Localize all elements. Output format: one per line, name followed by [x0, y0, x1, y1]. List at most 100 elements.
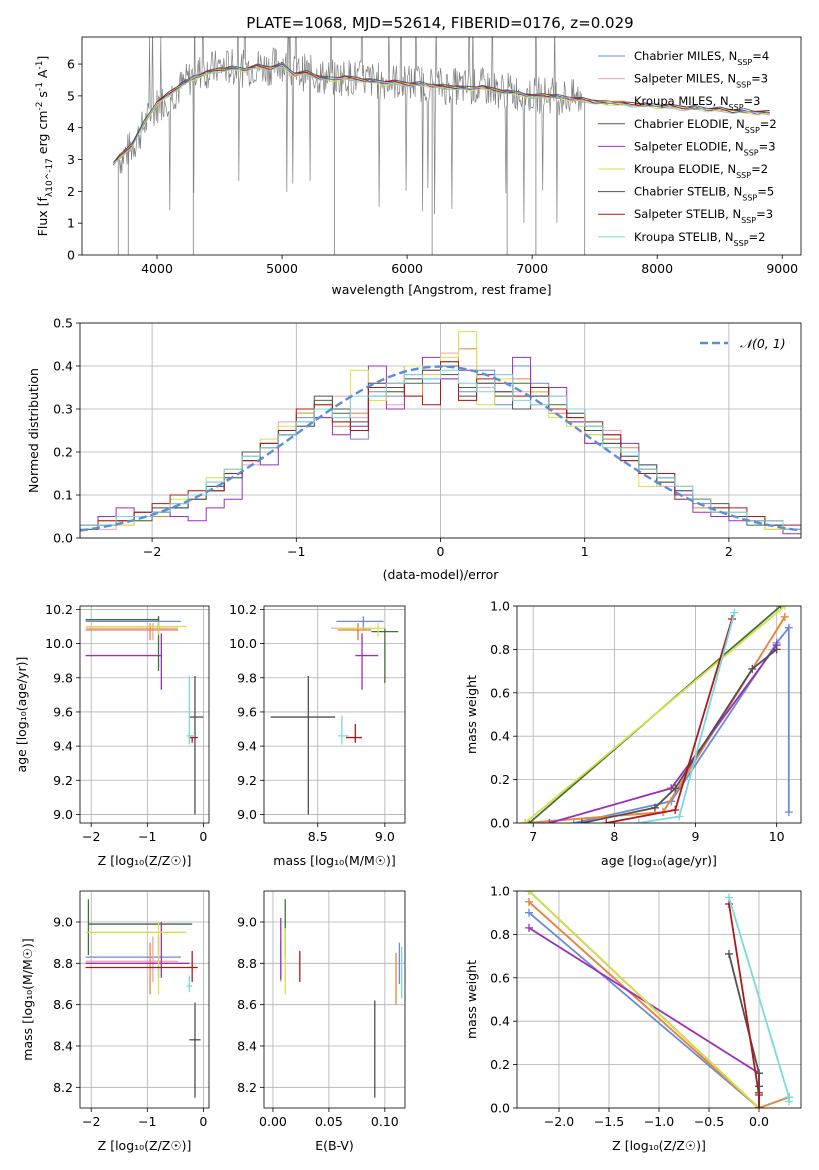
- error-bar-point: [371, 628, 399, 683]
- y-tick-label: 9.8: [53, 670, 73, 685]
- mass-weight-marker: [602, 819, 611, 823]
- legend-entry: Kroupa MILES, NSSP=3: [634, 94, 760, 112]
- x-tick-label: 0: [437, 544, 445, 559]
- y-tick-label: 9.0: [53, 915, 73, 930]
- error-bar-point: [85, 950, 198, 982]
- mass-weight-line: [528, 891, 760, 1108]
- x-tick-label: −1: [287, 544, 305, 559]
- y-tick-label: 8.8: [53, 956, 73, 971]
- y-tick-label: 1.0: [490, 599, 510, 614]
- error-bar-point: [337, 623, 385, 637]
- y-tick-label: 8.4: [53, 1039, 73, 1054]
- y-tick-label: 0.2: [490, 1057, 510, 1072]
- error-bar-point: [85, 922, 190, 978]
- legend-entry: 𝒩(0, 1): [740, 336, 786, 351]
- y-tick-label: 9.6: [237, 704, 257, 719]
- mass-weight-line: [528, 901, 790, 1108]
- mass-weight-marker: [525, 897, 533, 906]
- legend-entry: Kroupa ELODIE, NSSP=2: [634, 162, 768, 180]
- x-tick-label: −2: [82, 829, 100, 844]
- mass-weight-marker: [785, 1097, 793, 1106]
- y-tick-label: 10.2: [229, 602, 257, 617]
- plot-area: [525, 891, 793, 1108]
- y-tick-label: 0.8: [490, 642, 510, 657]
- mass-weight-marker: [755, 1090, 763, 1099]
- y-axis-label: Flux [fλ10^-17 erg cm-2 s-1 A-1]: [35, 56, 55, 237]
- mass-weight-marker: [748, 664, 757, 673]
- error-bar-point: [186, 676, 195, 745]
- plot-area: [85, 899, 201, 1098]
- y-tick-label: 9.0: [237, 807, 257, 822]
- x-tick-label: −1: [138, 829, 156, 844]
- x-tick-label: 4000: [141, 261, 173, 276]
- error-bar-point: [85, 623, 179, 641]
- x-tick-label: 8.5: [308, 829, 328, 844]
- mass-weight-marker: [675, 812, 684, 821]
- y-tick-label: 0.1: [53, 488, 73, 503]
- model-spectrum-line: [113, 64, 770, 164]
- x-axis-label: Z [log₁₀(Z/Z☉)]: [612, 1138, 706, 1153]
- y-tick-label: 8.4: [237, 1039, 257, 1054]
- x-tick-label: 0: [199, 1114, 207, 1129]
- x-tick-label: 7000: [516, 261, 548, 276]
- x-tick-label: 7: [529, 829, 537, 844]
- y-tick-label: 3: [67, 152, 75, 167]
- x-tick-label: −0.5: [694, 1114, 724, 1129]
- residual-histogram: [80, 369, 801, 538]
- mass-weight-line: [524, 606, 786, 823]
- y-tick-label: 0.6: [490, 685, 510, 700]
- mass-weight-marker: [755, 1104, 763, 1108]
- y-tick-label: 9.8: [237, 670, 257, 685]
- x-tick-label: 9.0: [375, 829, 395, 844]
- y-tick-label: 0.5: [53, 316, 73, 331]
- mass-weight-line: [549, 644, 778, 823]
- legend-entry: Salpeter STELIB, NSSP=3: [634, 207, 773, 225]
- y-tick-label: 8.6: [53, 997, 73, 1012]
- legend-entry: Salpeter ELODIE, NSSP=3: [634, 139, 776, 157]
- x-tick-label: −2: [82, 1114, 100, 1129]
- plot-area: [270, 616, 399, 815]
- error-bar-point: [355, 633, 379, 690]
- error-bar-point: [85, 621, 187, 636]
- y-tick-label: 5: [67, 88, 75, 103]
- error-bar-point: [331, 623, 372, 641]
- x-tick-label: 2: [725, 544, 733, 559]
- error-bar-point: [85, 936, 181, 978]
- legend-entry: Chabrier STELIB, NSSP=5: [634, 185, 774, 203]
- error-bar-point: [270, 676, 336, 815]
- x-tick-label: 0: [199, 829, 207, 844]
- error-bar-point: [345, 723, 363, 743]
- x-tick-label: 0.00: [259, 1114, 287, 1129]
- error-bar-point: [337, 715, 349, 745]
- y-tick-label: 0.4: [490, 729, 510, 744]
- y-axis-label: age [log₁₀(age/yr)]: [14, 657, 29, 773]
- legend-entry: Chabrier ELODIE, NSSP=2: [634, 117, 777, 135]
- x-tick-label: 6000: [391, 261, 423, 276]
- y-tick-label: 0.3: [53, 402, 73, 417]
- x-axis-label: wavelength [Angstrom, rest frame]: [331, 282, 551, 297]
- x-tick-label: 9000: [766, 261, 798, 276]
- spectrum-legend: Chabrier MILES, NSSP=4 Salpeter MILES, NS…: [598, 49, 777, 247]
- legend-entry: Kroupa STELIB, NSSP=2: [634, 230, 765, 248]
- axes-frame: [516, 890, 802, 1109]
- mass-weight-marker: [671, 805, 680, 814]
- y-tick-label: 9.2: [53, 773, 73, 788]
- y-tick-label: 10.2: [45, 602, 73, 617]
- y-tick-label: 0.8: [490, 927, 510, 942]
- x-tick-label: 10: [769, 829, 785, 844]
- x-tick-label: 0.0: [749, 1114, 769, 1129]
- mass-weight-line: [528, 927, 760, 1108]
- mass-weight-marker: [725, 893, 733, 902]
- plot-area: [521, 606, 793, 823]
- mass-weight-marker: [784, 623, 793, 632]
- y-tick-label: 8.2: [237, 1080, 257, 1095]
- y-tick-label: 0.6: [490, 970, 510, 985]
- error-bar-point: [189, 676, 204, 815]
- plot-area: [80, 331, 801, 538]
- mass-vs-extinction-panel: 0.00 0.05 0.10 8.2 8.4 8.6 8.8 9.0 E(B-V): [237, 890, 406, 1153]
- mass-weight-marker: [730, 608, 739, 617]
- axes-frame: [263, 605, 406, 824]
- y-axis-label: Normed distribution: [26, 368, 41, 493]
- y-tick-label: 4: [67, 120, 75, 135]
- y-axis-label: mass [log₁₀(M/M☉)]: [20, 938, 35, 1060]
